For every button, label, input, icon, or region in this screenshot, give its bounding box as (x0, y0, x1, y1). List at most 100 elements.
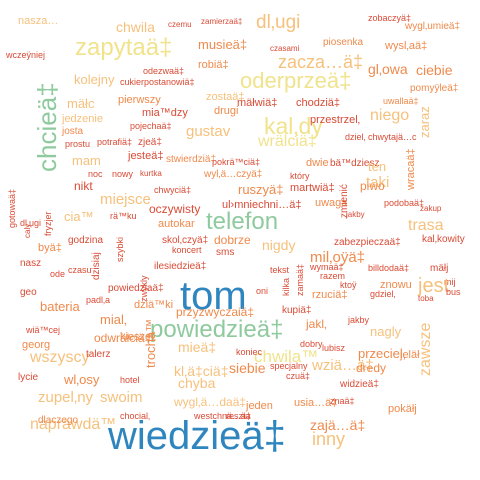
word: powiedziaä‡ (108, 283, 164, 294)
word: zaraz (417, 106, 432, 138)
word: mĳ (444, 277, 456, 287)
word: nowy (112, 169, 134, 179)
word: zawsze (417, 322, 434, 376)
word: westchnä…ä‡ (194, 411, 252, 421)
word: przeciel‚ (358, 346, 406, 361)
word: gotowaä‡ (7, 188, 17, 228)
word: uwallaä‡ (383, 96, 419, 106)
word: mäłc (67, 96, 95, 111)
word: czuä‡ (286, 371, 311, 381)
word: noc (88, 169, 103, 179)
word: pokäłj (388, 403, 417, 415)
word: dlaczego (38, 415, 79, 426)
word: drugi (214, 105, 239, 117)
word: czasami (270, 44, 300, 53)
word: zostaä‡ (206, 91, 245, 103)
word: dredy (356, 361, 387, 375)
word: wl‚osy (64, 372, 100, 387)
word: razem (320, 271, 346, 281)
word: pojechaä‡ (130, 121, 172, 131)
word: dobrze (214, 233, 251, 247)
word: mia™dzy (142, 107, 188, 119)
word: chocial‚ (120, 411, 151, 421)
word: dl‚ugi (256, 12, 301, 33)
word: oni (256, 286, 269, 296)
word: ode (50, 269, 66, 279)
word: chwila (116, 19, 155, 35)
word: godzina (68, 235, 104, 246)
word: oderprzeä‡ (240, 68, 352, 93)
word: lubisz (322, 343, 346, 353)
word: znowu (380, 279, 412, 291)
word: ktoÿ (340, 280, 357, 290)
word: bä™dziesz (330, 158, 380, 169)
word: caly (23, 223, 32, 238)
word: zacza…ä‡ (278, 52, 364, 72)
word: mil‚oÿä‡ (310, 249, 366, 266)
word: prostu (65, 139, 91, 149)
word: nagly (370, 324, 402, 339)
word: czasu (68, 265, 92, 275)
word: zamaä‡ (295, 263, 305, 296)
word: gl‚owa (368, 61, 408, 77)
word: kilka (281, 277, 291, 296)
word: wziä…ä‡ (312, 357, 374, 374)
word: wyl‚ä…czyä‡ (204, 169, 263, 180)
word: kurtka (140, 169, 162, 178)
word: wiedzieä‡ (108, 414, 286, 458)
word: ilesiedzieä‡ (154, 261, 207, 272)
word: jakl‚ (306, 317, 327, 331)
word: kieszel‚ (120, 331, 157, 343)
word: który (290, 171, 310, 181)
word: tom (180, 274, 247, 318)
word: chwila™ (254, 347, 319, 366)
word: przyzwyczaiä‡ (176, 305, 255, 319)
word: czemu (168, 20, 192, 29)
word: nasz (20, 258, 42, 269)
word: dwie (306, 157, 329, 169)
word: hotel (120, 375, 140, 385)
word: nikt (74, 179, 93, 193)
word: pierwszy (118, 94, 161, 106)
word: rzuciä‡ (312, 289, 348, 301)
word: piwo (360, 179, 385, 193)
word: autokar (158, 218, 195, 230)
word: georg (22, 339, 51, 351)
word: wczeÿniej (6, 50, 46, 60)
word: gdziel‚ (370, 289, 396, 299)
word: wymaä‡ (310, 262, 344, 272)
word: inny (312, 429, 346, 449)
word: ciebie (416, 62, 453, 78)
word: odezwaä‡ (143, 66, 185, 76)
word: miejsce (100, 191, 151, 208)
word: dziä™ki (134, 299, 174, 311)
word: zajä…ä‡ (310, 417, 366, 433)
word: geo (20, 287, 37, 298)
word: nasza… (18, 15, 59, 27)
word: cukierpostanowiä‡ (120, 77, 195, 87)
word: cia™ (64, 209, 94, 224)
word: zamierzaä‡ (201, 17, 243, 26)
word: swoim (100, 389, 143, 406)
word: dziel‚ chwytajä…c (345, 132, 417, 142)
word: kal‚kowity (422, 234, 465, 245)
word: kal‚dy (264, 113, 323, 139)
word: trocha™ (143, 318, 158, 368)
word: naprawdä™ (30, 416, 117, 433)
word: piosenka (323, 37, 364, 48)
word: wszyscy (30, 349, 90, 366)
word: dobry (300, 339, 323, 349)
word: mäłj (430, 263, 449, 274)
word: wygl‚umieä‡ (405, 21, 461, 32)
word: jeläł (400, 349, 420, 361)
word: jakby (348, 315, 370, 325)
word: mam (72, 153, 101, 168)
word: wiä™cej (26, 325, 61, 335)
word: specjalny (270, 361, 308, 371)
word: chodziä‡ (296, 97, 341, 109)
word: powiedzieä‡ (150, 316, 284, 343)
word: robiä‡ (198, 59, 229, 71)
word: szybki (115, 236, 125, 262)
word: uwaga (315, 197, 348, 209)
